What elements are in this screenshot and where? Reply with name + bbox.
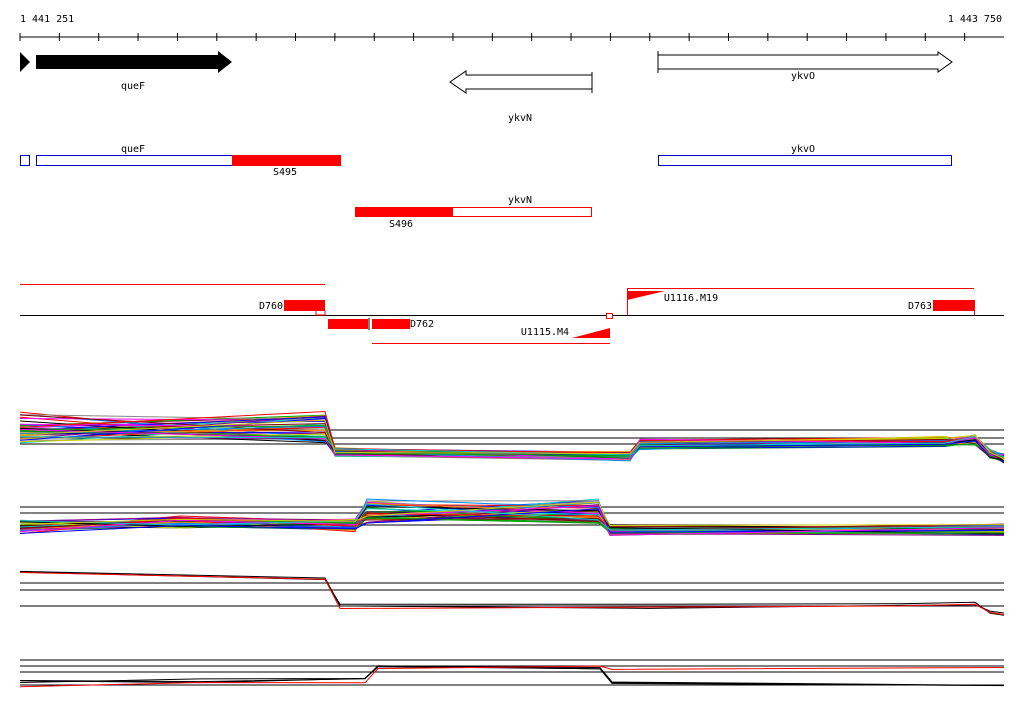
expression-line [19, 666, 1005, 686]
segment-label: D762 [410, 319, 434, 330]
segment-label: U1116.M19 [664, 293, 718, 304]
expression-line [19, 503, 1005, 531]
segment [328, 319, 368, 329]
segment-label: U1115.M4 [521, 327, 569, 338]
transcript [20, 155, 30, 166]
expression-line [19, 435, 1005, 458]
gene-arrow [20, 52, 30, 72]
expression-line [19, 506, 1005, 535]
ruler-end: 1 443 750 [948, 14, 1002, 25]
transcript [452, 207, 592, 217]
transcript [658, 155, 952, 166]
segment [372, 319, 410, 329]
gene-label: queF [121, 81, 145, 92]
expression-profiles [19, 410, 1005, 688]
transcript-label: S495 [273, 167, 297, 178]
gene-arrow [36, 51, 232, 73]
segment [572, 328, 610, 338]
transcript-label: ykvO [791, 144, 815, 155]
transcript [232, 155, 341, 166]
segment [284, 300, 325, 311]
segment [933, 300, 974, 311]
expression-line [19, 572, 1005, 616]
gene-label: ykvO [791, 71, 815, 82]
transcript-label: S496 [389, 219, 413, 230]
expression-line [19, 501, 1005, 527]
transcript [355, 207, 452, 217]
expression-line [19, 428, 1005, 460]
ruler-start: 1 441 251 [20, 14, 74, 25]
expression-line [19, 508, 1005, 534]
expression-line [19, 665, 1005, 688]
gene-label: ykvN [508, 113, 532, 124]
expression-line [19, 571, 1005, 616]
ruler-ticks [19, 33, 966, 41]
segment-label: D763 [908, 301, 932, 312]
segment-step [315, 311, 326, 316]
transcript [36, 155, 233, 166]
segment-label: D760 [259, 301, 283, 312]
expression-line [19, 419, 1005, 460]
transcript-label: queF [121, 144, 145, 155]
segment-marker [606, 313, 613, 319]
segment [627, 291, 665, 300]
expression-line [19, 665, 1005, 686]
gene-arrow [657, 51, 953, 73]
gene-arrow [449, 70, 593, 94]
transcript-label: ykvN [508, 195, 532, 206]
expression-line [19, 570, 1005, 614]
